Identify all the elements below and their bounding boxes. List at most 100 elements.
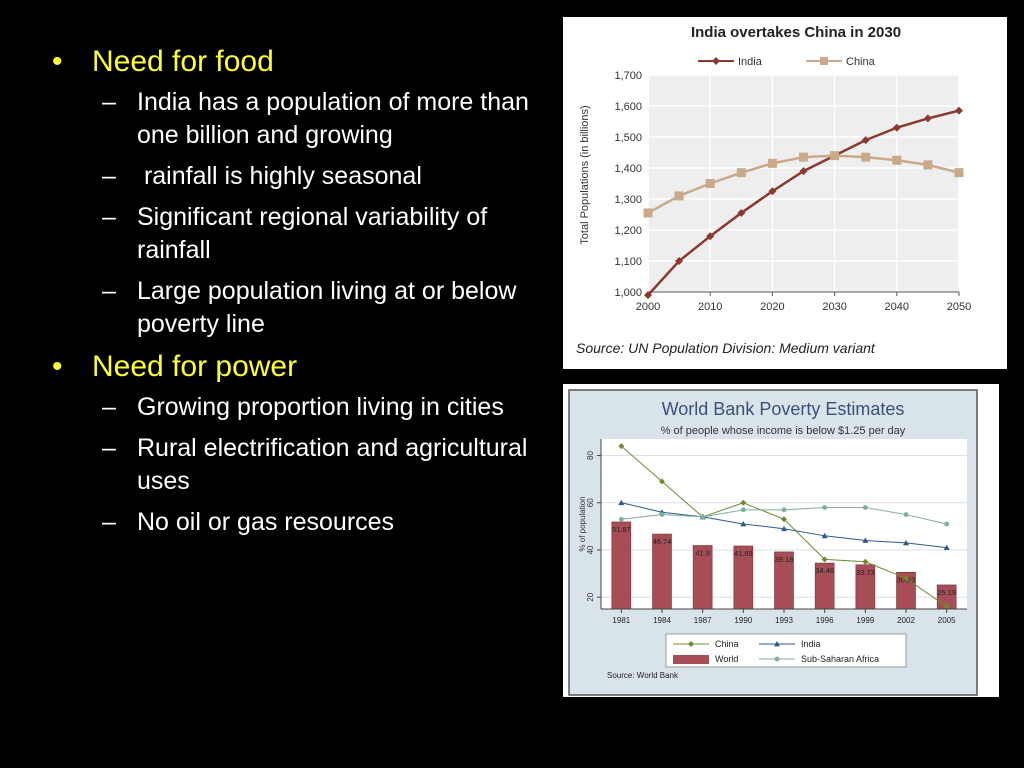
legend-marker	[688, 641, 694, 647]
data-point	[674, 191, 684, 201]
bar-data-label: 33.73	[856, 568, 875, 577]
x-tick-label: 1987	[694, 616, 712, 625]
y-tick-label: 1,000	[614, 287, 642, 299]
legend-marker	[712, 57, 720, 65]
bullet-text: Need for power	[92, 350, 298, 383]
sub-bullet: – Large population living at or below pov…	[50, 275, 540, 341]
sub-bullet-text: rainfall is highly seasonal	[137, 162, 422, 190]
bar-data-label: 46.74	[653, 537, 672, 546]
y-tick-label: 80	[586, 451, 595, 460]
y-tick-label: 60	[586, 498, 595, 507]
legend-swatch	[673, 655, 709, 664]
x-tick-label: 2002	[897, 616, 915, 625]
bars: 51.8746.7441.941.6939.1834.4633.7330.532…	[611, 521, 957, 610]
y-tick-label: 40	[586, 545, 595, 554]
plot-area	[648, 75, 959, 292]
data-point	[903, 575, 909, 582]
data-point	[781, 507, 787, 513]
data-point	[861, 152, 871, 162]
poverty-chart-panel: World Bank Poverty Estimates % of people…	[563, 384, 999, 697]
axes: 20 40 60 80 1981 1984 1987 1990 1993 1996 1999 2002…	[586, 439, 967, 625]
x-tick-label: 2030	[822, 301, 846, 313]
series	[643, 106, 964, 300]
legend-label: India	[801, 639, 821, 649]
bar-data-label: 25.19	[937, 588, 956, 597]
data-point	[618, 516, 624, 522]
dash: –	[102, 508, 116, 536]
y-tick-label: 20	[586, 592, 595, 601]
data-point	[861, 136, 870, 145]
legend-label: India	[738, 56, 763, 68]
bar-data-label: 51.87	[612, 525, 631, 534]
data-point	[862, 505, 868, 510]
sub-bullet: – Significant regional variability of rai…	[50, 201, 540, 267]
data-point	[736, 168, 746, 178]
bullet-text: Need for food	[92, 45, 274, 78]
sub-bullet-text: Growing proportion living in cities	[137, 393, 504, 421]
data-point	[768, 187, 777, 196]
y-axis-label: Total Populations (in billions)	[579, 105, 591, 244]
data-point	[799, 152, 808, 162]
bar-data-label: 41.69	[734, 549, 753, 558]
data-point	[737, 208, 746, 217]
legend-marker	[820, 57, 828, 65]
sub-bullet-text: India has a population of more than one …	[137, 88, 529, 149]
chart-title: India overtakes China in 2030	[691, 24, 901, 41]
sub-bullet: – India has a population of more than one…	[50, 86, 540, 152]
x-tick-label: 2040	[885, 301, 909, 313]
y-tick-label: 1,200	[614, 225, 642, 237]
sub-bullet-text: Large population living at or below pove…	[137, 277, 517, 338]
x-tick-label: 2020	[760, 301, 784, 313]
dash: –	[102, 88, 116, 116]
sub-bullet-text: No oil or gas resources	[137, 508, 395, 536]
dash: –	[102, 393, 116, 421]
bullet-dot: •	[52, 350, 63, 383]
bullet-dot: •	[52, 45, 63, 78]
data-point	[821, 532, 828, 539]
legend-label: China	[715, 639, 739, 649]
legend-label: China	[846, 56, 876, 68]
sub-bullet-text: Rural electrification and agricultural u…	[137, 434, 528, 495]
y-tick-label: 1,700	[614, 70, 642, 82]
sub-bullet: – rainfall is highly seasonal	[50, 160, 540, 193]
y-tick-label: 1,500	[614, 132, 642, 144]
data-point	[954, 168, 964, 178]
data-point	[700, 514, 706, 520]
data-point	[892, 155, 902, 165]
sub-bullet: – No oil or gas resources	[50, 506, 540, 539]
data-point	[781, 516, 787, 523]
data-point	[618, 499, 625, 506]
data-point	[822, 505, 828, 510]
series	[618, 443, 950, 610]
legend-label: World	[715, 654, 738, 664]
data-point	[740, 521, 747, 527]
data-point	[740, 499, 747, 506]
bar-world	[611, 521, 632, 610]
bar-data-label: 39.18	[775, 555, 794, 564]
chart-subtitle: % of people whose income is below $1.25 …	[661, 425, 906, 437]
x-tick-label: 1996	[816, 616, 834, 625]
x-tick-label: 1999	[856, 616, 874, 625]
data-point	[659, 512, 665, 517]
y-tick-label: 1,400	[614, 163, 642, 175]
y-tick-label: 1,300	[614, 194, 642, 206]
data-point	[767, 158, 777, 168]
x-tick-label: 2005	[938, 616, 956, 625]
legend-label: Sub-Saharan Africa	[801, 654, 879, 664]
y-axis-label: % of population	[578, 496, 587, 551]
data-point	[644, 291, 652, 300]
x-tick-label: 2000	[636, 301, 660, 313]
data-point	[862, 537, 869, 543]
legend: China India World Sub-Saharan Africa	[665, 633, 907, 668]
sub-bullet: – Growing proportion living in cities	[50, 391, 540, 424]
x-tick-label: 2010	[698, 301, 722, 313]
bullet-need-for-power: • Need for power	[50, 349, 540, 385]
bar-data-label: 34.46	[815, 566, 834, 575]
x-tick-label: 1990	[734, 616, 752, 625]
legend-marker	[774, 656, 780, 662]
dash: –	[102, 434, 116, 462]
chart-source: Source: UN Population Division: Medium v…	[576, 340, 876, 356]
poverty-chart: World Bank Poverty Estimates % of people…	[568, 389, 978, 696]
axes: 1,000 1,100 1,200 1,300 1,400 1,500 1,600 1,700…	[614, 70, 971, 313]
data-point	[892, 123, 901, 132]
